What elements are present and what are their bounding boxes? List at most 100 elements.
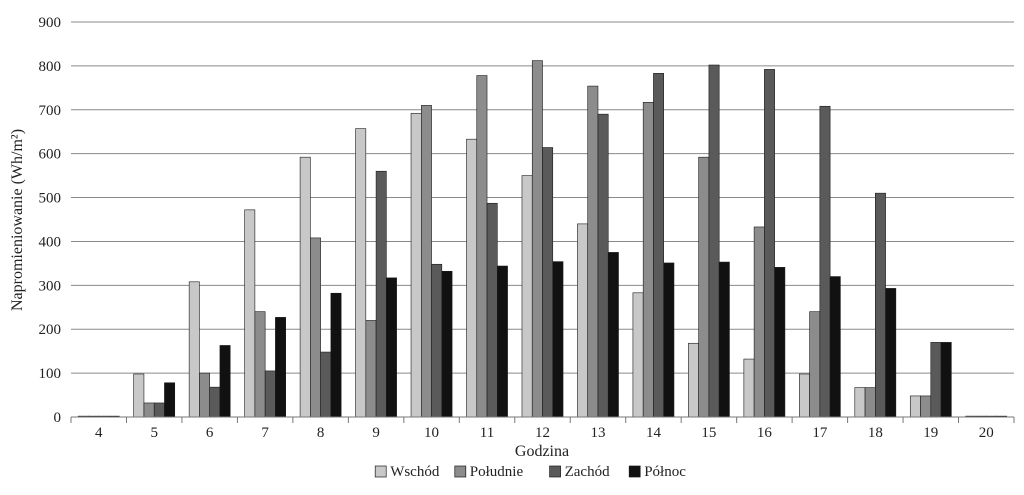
legend-label: Zachód bbox=[565, 464, 610, 480]
bar-południe-19 bbox=[920, 395, 932, 418]
bar-północ-15 bbox=[718, 261, 730, 418]
bar-zachód-14 bbox=[653, 73, 665, 418]
bar-zachód-10 bbox=[431, 263, 443, 418]
x-tick-label: 15 bbox=[701, 425, 716, 441]
y-tick-label: 800 bbox=[39, 59, 62, 75]
x-tick-label: 16 bbox=[757, 425, 773, 441]
bar-południe-8 bbox=[310, 237, 321, 418]
bar-wschód-5 bbox=[133, 373, 145, 418]
x-tick-label: 17 bbox=[812, 425, 828, 441]
bar-północ-17 bbox=[829, 276, 841, 418]
bar-północ-8 bbox=[330, 292, 342, 418]
bar-zachód-19 bbox=[930, 342, 942, 418]
bar-wschód-15 bbox=[688, 342, 699, 418]
bar-wschód-16 bbox=[743, 358, 755, 418]
bar-południe-6 bbox=[199, 372, 210, 418]
bar-zachód-9 bbox=[375, 170, 387, 418]
bar-południe-7 bbox=[254, 311, 266, 418]
y-tick-label: 300 bbox=[39, 278, 62, 294]
y-tick-label: 100 bbox=[39, 366, 62, 382]
bar-wschód-19 bbox=[909, 395, 921, 418]
bar-południe-12 bbox=[531, 60, 543, 418]
bar-północ-12 bbox=[552, 261, 564, 418]
bar-wschód-18 bbox=[854, 387, 866, 418]
x-tick-label: 9 bbox=[372, 425, 380, 441]
bar-południe-11 bbox=[476, 75, 488, 418]
bar-północ-6 bbox=[219, 345, 231, 418]
bar-południe-18 bbox=[864, 387, 876, 418]
bar-zachód-7 bbox=[264, 370, 276, 418]
bar-wschód-11 bbox=[466, 138, 478, 418]
legend-label: Południe bbox=[470, 464, 524, 480]
bar-północ-9 bbox=[386, 277, 397, 418]
bar-wschód-9 bbox=[355, 128, 367, 418]
bar-zachód-12 bbox=[542, 147, 554, 418]
bar-północ-11 bbox=[496, 265, 508, 418]
legend-label: Wschód bbox=[390, 464, 440, 480]
x-tick-label: 13 bbox=[590, 425, 605, 441]
bar-północ-7 bbox=[275, 317, 286, 418]
legend-swatch bbox=[454, 465, 467, 478]
x-tick-label: 7 bbox=[261, 425, 269, 441]
bar-południe-10 bbox=[420, 105, 432, 418]
legend-swatch bbox=[628, 465, 641, 478]
x-tick-label: 4 bbox=[95, 425, 103, 441]
bar-zachód-8 bbox=[320, 351, 332, 418]
y-axis-title: Napromieniowanie (Wh/m²) bbox=[9, 129, 26, 311]
bar-zachód-5 bbox=[153, 402, 165, 418]
bar-zachód-13 bbox=[597, 113, 609, 418]
bar-wschód-13 bbox=[577, 223, 589, 418]
axes: 0 100 200 300 400 500 600 700 800 900 4 5 6 7 8 9 10 11 12… bbox=[39, 15, 1015, 441]
bar-południe-5 bbox=[143, 402, 155, 418]
x-axis-title: Godzina bbox=[515, 443, 569, 460]
bar-wschód-17 bbox=[799, 373, 810, 418]
y-tick-label: 200 bbox=[39, 322, 62, 338]
x-tick-label: 12 bbox=[535, 425, 550, 441]
bar-południe-14 bbox=[642, 102, 654, 418]
legend: Wschód Południe Zachód Północ bbox=[374, 464, 686, 480]
bar-zachód-16 bbox=[764, 69, 775, 418]
legend-label: Północ bbox=[644, 464, 686, 480]
bar-zachód-6 bbox=[209, 386, 221, 418]
bar-wschód-6 bbox=[188, 281, 200, 418]
legend-swatch bbox=[374, 465, 387, 478]
bar-północ-16 bbox=[774, 267, 786, 418]
x-tick-label: 10 bbox=[424, 425, 439, 441]
x-tick-label: 19 bbox=[923, 425, 938, 441]
bar-północ-14 bbox=[663, 262, 675, 418]
bar-południe-9 bbox=[365, 320, 377, 418]
bar-wschód-10 bbox=[410, 112, 422, 418]
y-tick-label: 700 bbox=[39, 103, 62, 119]
bar-północ-18 bbox=[885, 288, 897, 418]
bar-południe-13 bbox=[587, 85, 599, 418]
bar-południe-15 bbox=[698, 156, 710, 418]
bar-wschód-14 bbox=[632, 292, 644, 418]
x-tick-label: 20 bbox=[979, 425, 994, 441]
bar-zachód-11 bbox=[486, 202, 498, 418]
y-tick-label: 600 bbox=[39, 147, 62, 163]
bar-północ-13 bbox=[607, 252, 619, 418]
x-tick-label: 14 bbox=[646, 425, 662, 441]
bar-południe-17 bbox=[809, 311, 821, 418]
bar-północ-10 bbox=[441, 270, 453, 418]
x-tick-label: 18 bbox=[868, 425, 883, 441]
y-tick-label: 900 bbox=[39, 15, 62, 31]
bar-północ-5 bbox=[164, 382, 176, 418]
bars bbox=[77, 60, 1008, 418]
legend-swatch bbox=[549, 465, 561, 478]
bar-zachód-15 bbox=[708, 64, 720, 418]
bar-północ-19 bbox=[940, 342, 952, 418]
bar-południe-16 bbox=[753, 226, 765, 418]
bar-zachód-18 bbox=[875, 192, 886, 418]
y-tick-label: 0 bbox=[54, 410, 62, 426]
x-tick-label: 6 bbox=[206, 425, 214, 441]
bar-wschód-7 bbox=[244, 209, 256, 418]
bar-wschód-12 bbox=[521, 175, 533, 418]
y-tick-label: 500 bbox=[39, 191, 62, 207]
x-tick-label: 5 bbox=[150, 425, 158, 441]
x-tick-label: 8 bbox=[317, 425, 325, 441]
bar-wschód-8 bbox=[299, 156, 311, 418]
bar-zachód-17 bbox=[819, 105, 831, 418]
